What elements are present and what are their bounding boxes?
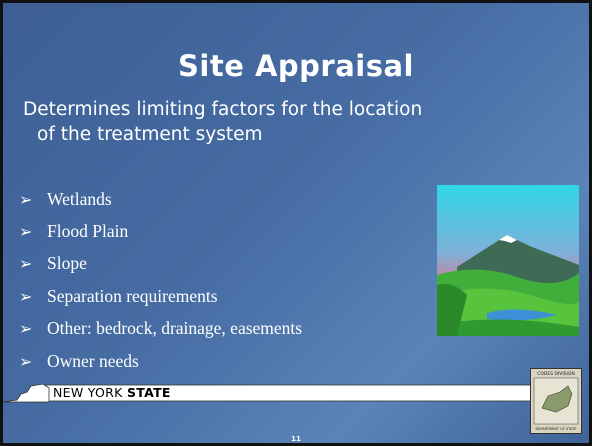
bullet-marker: ➢ bbox=[19, 190, 47, 209]
bullet-text: Wetlands bbox=[47, 189, 112, 210]
intro-text: Determines limiting factors for the loca… bbox=[23, 97, 423, 147]
bullet-marker: ➢ bbox=[19, 254, 47, 273]
bullet-text: Other: bedrock, drainage, easements bbox=[47, 318, 302, 339]
slide-title: Site Appraisal bbox=[3, 49, 589, 83]
bullet-item: ➢Flood Plain bbox=[19, 215, 302, 247]
slide: Site Appraisal Determines limiting facto… bbox=[0, 0, 592, 446]
bullet-list: ➢Wetlands➢Flood Plain➢Slope➢Separation r… bbox=[19, 183, 302, 377]
bullet-item: ➢Slope bbox=[19, 248, 302, 280]
bullet-item: ➢Other: bedrock, drainage, easements bbox=[19, 313, 302, 345]
bullet-item: ➢Separation requirements bbox=[19, 280, 302, 312]
footer-left: NEW YORK bbox=[53, 385, 123, 400]
bullet-marker: ➢ bbox=[19, 352, 47, 371]
bullet-marker: ➢ bbox=[19, 319, 47, 338]
bullet-item: ➢Owner needs bbox=[19, 345, 302, 377]
seal: CODES DIVISION DEPARTMENT OF STATE bbox=[530, 368, 582, 434]
bullet-text: Flood Plain bbox=[47, 221, 128, 242]
footer-right: STATE bbox=[127, 385, 171, 400]
bullet-marker: ➢ bbox=[19, 287, 47, 306]
landscape-image bbox=[437, 185, 579, 336]
page-number: 11 bbox=[3, 435, 589, 443]
bullet-marker: ➢ bbox=[19, 222, 47, 241]
bullet-text: Separation requirements bbox=[47, 286, 218, 307]
footer-text: NEW YORK STATE bbox=[53, 385, 171, 400]
seal-bottom: DEPARTMENT OF STATE bbox=[535, 427, 576, 431]
bullet-text: Owner needs bbox=[47, 351, 139, 372]
intro-line: of the treatment system bbox=[23, 122, 423, 147]
bullet-item: ➢Wetlands bbox=[19, 183, 302, 215]
seal-top: CODES DIVISION bbox=[537, 371, 575, 377]
bullet-text: Slope bbox=[47, 253, 87, 274]
intro-line: Determines limiting factors for the loca… bbox=[23, 97, 423, 122]
